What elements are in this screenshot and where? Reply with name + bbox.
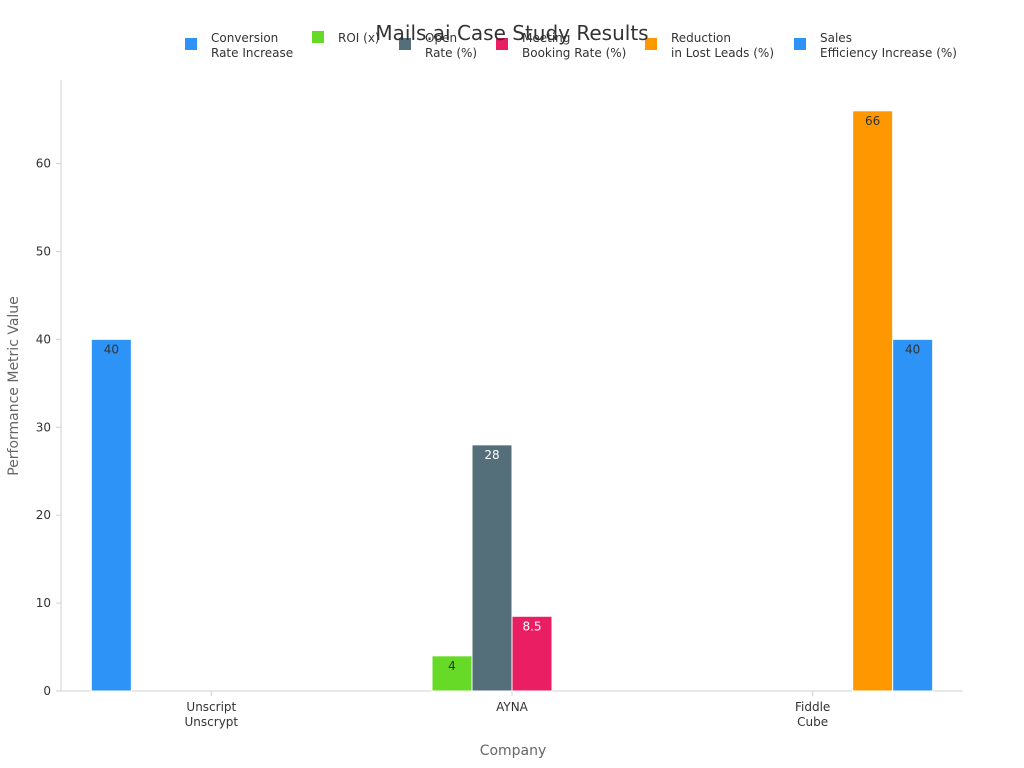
y-tick-label: 30: [36, 420, 51, 434]
legend-label-line: Efficiency Increase (%): [820, 46, 957, 60]
legend-label: ROI (x): [338, 31, 380, 45]
legend-label-line: in Lost Leads (%): [671, 46, 774, 60]
x-tick-label-line: AYNA: [496, 700, 529, 714]
bar-value-label: 40: [905, 342, 920, 356]
bar-value-label: 66: [865, 114, 880, 128]
x-axis-label: Company: [480, 743, 547, 759]
y-tick-label: 40: [36, 332, 51, 346]
legend-label-line: Booking Rate (%): [522, 46, 626, 60]
legend-label-line: Rate (%): [425, 46, 477, 60]
legend: Conversion Rate Increase ROI (x) Open Rate (…: [185, 31, 957, 60]
legend-label: Conversion Rate Increase: [211, 31, 293, 60]
legend-label-line: Open: [425, 31, 457, 45]
bar-value-label: 4: [448, 659, 456, 673]
y-tick-label: 20: [36, 508, 51, 522]
legend-label-line: Conversion: [211, 31, 278, 45]
bar: [892, 338, 934, 692]
legend-label: Reduction in Lost Leads (%): [671, 31, 774, 60]
legend-marker: [312, 31, 324, 43]
legend-label: Open Rate (%): [425, 31, 477, 60]
legend-marker: [645, 38, 657, 50]
legend-label: Meeting Booking Rate (%): [522, 31, 626, 60]
chart-title: Mails.ai Case Study Results: [375, 21, 648, 45]
y-tick-label: 60: [36, 157, 51, 171]
legend-marker: [399, 38, 411, 50]
bar-value-label: 28: [484, 448, 499, 462]
y-axis-label: Performance Metric Value: [6, 296, 22, 476]
legend-marker: [496, 38, 508, 50]
legend-label-line: ROI (x): [338, 31, 380, 45]
x-tick-label-line: Cube: [797, 715, 828, 729]
y-tick-label: 50: [36, 244, 51, 258]
legend-marker: [185, 38, 197, 50]
bar: [511, 615, 553, 692]
x-tick-label-line: Unscript: [186, 700, 236, 714]
axes: 0 10 20 30 40 50 60 Unscript Unscrypt AYNA Fiddle C…: [36, 80, 963, 729]
legend-label-line: Meeting: [522, 31, 570, 45]
legend-label: Sales Efficiency Increase (%): [820, 31, 957, 60]
bar: [431, 655, 473, 692]
bar-value-label: 40: [104, 342, 119, 356]
x-tick-label: AYNA: [496, 700, 529, 714]
legend-label-line: Sales: [820, 31, 852, 45]
bar: [90, 338, 132, 692]
x-tick-label-line: Fiddle: [795, 700, 830, 714]
y-tick-label: 0: [43, 684, 51, 698]
x-tick-label: Unscript Unscrypt: [185, 700, 239, 729]
y-tick-label: 10: [36, 596, 51, 610]
legend-label-line: Rate Increase: [211, 46, 293, 60]
legend-marker: [794, 38, 806, 50]
x-tick-label: Fiddle Cube: [795, 700, 830, 729]
bar-value-label: 8.5: [522, 619, 541, 633]
bar: [852, 110, 894, 692]
x-tick-label-line: Unscrypt: [185, 715, 239, 729]
bars: 40 4 28 8.5 66 40: [90, 110, 934, 692]
legend-label-line: Reduction: [671, 31, 731, 45]
bar: [471, 444, 513, 692]
